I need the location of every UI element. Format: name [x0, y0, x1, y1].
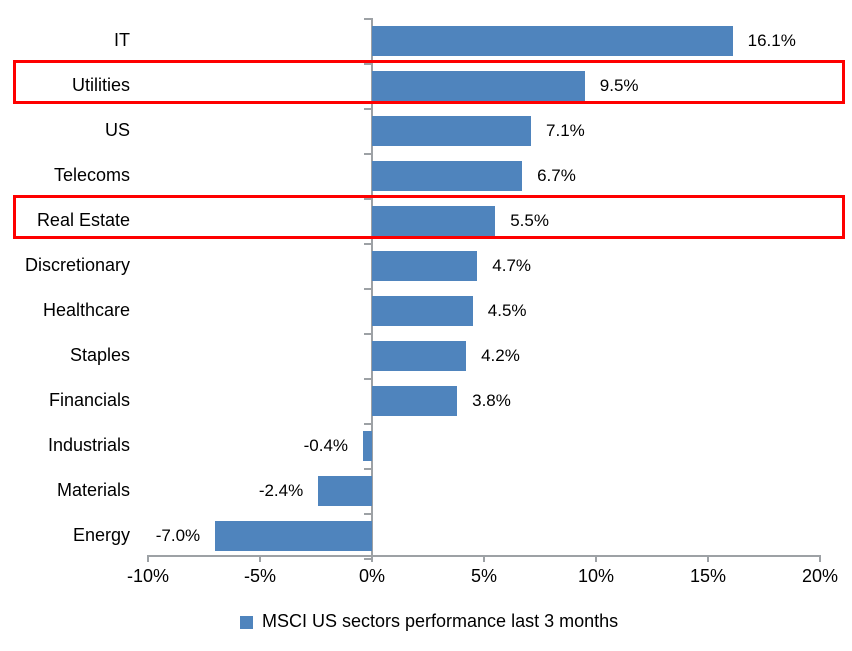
category-label: Industrials: [47, 435, 130, 455]
bar-energy: [215, 520, 372, 551]
category-label: Real Estate: [36, 210, 130, 230]
x-axis-label: 15%: [689, 566, 727, 586]
x-axis-label: 5%: [470, 566, 497, 586]
category-label: Discretionary: [24, 255, 130, 275]
category-label: IT: [114, 30, 130, 50]
y-axis-tick: [364, 288, 372, 290]
category-label: US: [104, 120, 130, 140]
y-axis-tick: [364, 333, 372, 335]
bar-industrials: [363, 430, 372, 461]
value-label: 3.8%: [472, 391, 511, 410]
y-axis-line: [371, 18, 373, 556]
x-axis-label: 0%: [358, 566, 385, 586]
category-label: Telecoms: [53, 165, 130, 185]
x-axis-label: 20%: [801, 566, 839, 586]
value-label: 5.5%: [510, 211, 549, 230]
value-label: 6.7%: [537, 166, 576, 185]
y-axis-tick: [364, 513, 372, 515]
x-axis-tick: [483, 555, 485, 562]
y-axis-tick: [364, 153, 372, 155]
value-label: 4.2%: [481, 346, 520, 365]
y-axis-tick: [364, 423, 372, 425]
bar-staples: [372, 340, 467, 371]
highlight-box-utilities: [13, 60, 845, 104]
highlight-box-real-estate: [13, 195, 845, 239]
y-axis-tick: [364, 243, 372, 245]
value-label: 4.5%: [487, 301, 527, 320]
x-axis-label: -10%: [126, 566, 170, 586]
legend-marker: [240, 616, 253, 629]
value-label: 9.5%: [599, 76, 639, 95]
bar-healthcare: [372, 295, 473, 326]
bar-it: [372, 25, 733, 56]
y-axis-tick: [364, 378, 372, 380]
category-label: Healthcare: [42, 300, 130, 320]
category-label: Staples: [69, 345, 130, 365]
bar-materials: [318, 475, 372, 506]
category-label: Utilities: [71, 75, 130, 95]
bar-utilities: [372, 70, 585, 101]
bar-telecoms: [372, 160, 523, 191]
value-label: -7.0%: [155, 526, 201, 545]
x-axis-tick: [259, 555, 261, 562]
bar-financials: [372, 385, 458, 416]
legend-label: MSCI US sectors performance last 3 month…: [262, 611, 619, 631]
y-axis-tick: [364, 108, 372, 110]
x-axis-tick: [371, 555, 373, 562]
value-label: -0.4%: [303, 436, 349, 455]
value-label: 4.7%: [492, 256, 532, 275]
x-axis-tick: [147, 555, 149, 562]
value-label: 16.1%: [747, 31, 796, 50]
bar-real-estate: [372, 205, 496, 236]
legend: MSCI US sectors performance last 3 month…: [240, 611, 618, 632]
y-axis-tick: [364, 198, 372, 200]
category-label: Energy: [72, 525, 130, 545]
x-axis-tick: [819, 555, 821, 562]
x-axis-label: 10%: [577, 566, 615, 586]
y-axis-tick: [364, 63, 372, 65]
value-label: 7.1%: [546, 121, 585, 140]
y-axis-tick: [364, 558, 372, 560]
value-label: -2.4%: [258, 481, 304, 500]
x-axis-tick: [707, 555, 709, 562]
bar-discretionary: [372, 250, 478, 281]
category-label: Financials: [48, 390, 130, 410]
y-axis-tick: [364, 18, 372, 20]
x-axis-label: -5%: [243, 566, 276, 586]
bar-us: [372, 115, 532, 146]
category-label: Materials: [56, 480, 130, 500]
y-axis-tick: [364, 468, 372, 470]
x-axis-tick: [595, 555, 597, 562]
